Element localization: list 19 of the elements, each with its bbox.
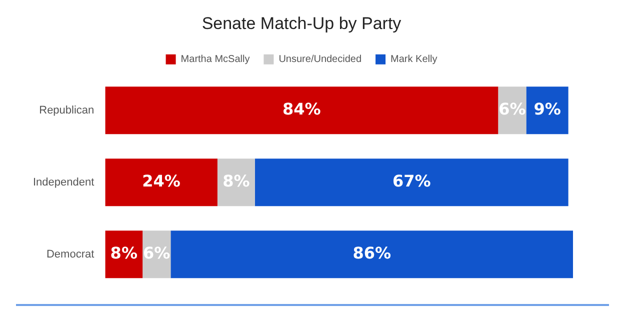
bar — [170, 230, 573, 278]
data-label: 8% — [110, 244, 138, 263]
bar — [526, 86, 568, 134]
bar — [217, 158, 255, 206]
legend-label: Unsure/Undecided — [278, 54, 362, 66]
data-label: 67% — [392, 172, 431, 191]
legend-label: Martha McSally — [180, 54, 250, 66]
legend-label: Mark Kelly — [390, 54, 438, 66]
bar — [105, 86, 498, 134]
data-label: 84% — [282, 100, 321, 119]
y-tick-label: Republican — [39, 104, 94, 116]
bar — [105, 158, 218, 206]
y-tick-label: Democrat — [46, 248, 94, 260]
data-label: 9% — [534, 100, 561, 119]
bar — [254, 158, 568, 206]
chart-title: Senate Match-Up by Party — [202, 14, 402, 33]
data-label: 24% — [142, 172, 180, 191]
data-label: 86% — [352, 244, 391, 263]
y-tick-label: Independent — [33, 176, 94, 188]
